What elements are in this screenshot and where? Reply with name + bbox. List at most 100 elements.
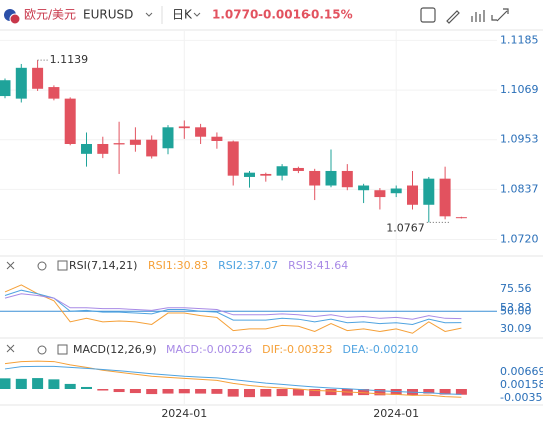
macd-bar xyxy=(162,389,174,394)
y-tick-label: 1.0837 xyxy=(500,182,539,195)
period[interactable]: 日K xyxy=(172,8,193,22)
candle-body xyxy=(97,143,109,154)
legend-entry: MACD:-0.00226 xyxy=(166,343,252,356)
price: 1.0770 xyxy=(212,8,258,22)
y-tick-label: 1.1069 xyxy=(500,83,539,96)
x-tick-label: 2024-01 xyxy=(373,407,419,420)
y-tick-label: 1.0720 xyxy=(500,232,539,245)
dropdown-icon[interactable] xyxy=(193,12,201,17)
close-icon[interactable] xyxy=(6,261,15,270)
change-pct: -0.15% xyxy=(306,8,353,22)
macd-bar xyxy=(374,389,386,396)
macd-bar xyxy=(455,389,467,395)
macd-bar xyxy=(113,389,125,393)
candle-body xyxy=(358,185,370,191)
y-tick-label: 0.00669 xyxy=(500,365,543,378)
macd-bar xyxy=(129,389,141,394)
indicator-button[interactable] xyxy=(420,7,436,23)
annotation: 1.0767 xyxy=(386,221,425,234)
candle-body xyxy=(374,190,386,198)
indicator-line xyxy=(4,289,462,325)
candle-body xyxy=(407,185,418,205)
dropdown-icon[interactable] xyxy=(145,12,153,17)
draw-button[interactable] xyxy=(446,10,460,24)
macd-bar xyxy=(48,379,60,389)
y-tick-label: 1.0953 xyxy=(500,133,539,146)
change: -0.0016 xyxy=(258,8,309,22)
separators xyxy=(0,255,543,406)
settings-icon[interactable] xyxy=(37,261,47,271)
expand-icon[interactable] xyxy=(57,260,68,271)
candle-body xyxy=(439,178,451,217)
macd-bar xyxy=(178,389,190,394)
fullscreen-button[interactable] xyxy=(491,8,509,22)
candle-body xyxy=(129,139,141,145)
candle-body xyxy=(390,188,402,194)
legend-entry: DIF:-0.00323 xyxy=(262,343,332,356)
candle-body xyxy=(341,170,353,188)
pair: 欧元/美元 xyxy=(24,8,76,22)
annotation: 1.1139 xyxy=(50,53,89,66)
macd-title: MACD(12,26,9) xyxy=(73,343,157,356)
rsi-title: RSI(7,14,21) xyxy=(69,259,137,272)
candle-body xyxy=(244,172,255,177)
y-tick-label: 50.00 xyxy=(500,304,532,317)
legend-entry: RSI1:30.83 xyxy=(148,259,208,272)
macd-bar xyxy=(211,389,223,394)
candle-body xyxy=(455,217,467,219)
bars-button[interactable] xyxy=(471,10,485,22)
candle-body xyxy=(48,87,60,99)
candle-body xyxy=(146,139,158,157)
candle-body xyxy=(0,80,11,97)
flag-icon xyxy=(9,13,21,25)
macd-bar xyxy=(97,389,109,391)
y-tick-label: 30.09 xyxy=(500,322,532,335)
settings-icon[interactable] xyxy=(37,345,47,355)
expand-icon[interactable] xyxy=(57,344,68,355)
macd-bar xyxy=(146,389,158,395)
candle-body xyxy=(64,98,76,144)
macd-bar xyxy=(358,389,370,396)
header: 欧元/美元 EURUSD 日K 1.0770 -0.0016 -0.15% xyxy=(0,6,543,31)
candle-body xyxy=(15,67,27,99)
macd-bar xyxy=(227,389,239,397)
macd-bar xyxy=(81,386,92,389)
y-tick-label: 75.56 xyxy=(500,282,532,295)
macd-bar xyxy=(276,389,288,397)
legend-entry: RSI3:41.64 xyxy=(288,259,348,272)
candle-body xyxy=(32,67,44,89)
indicator-line xyxy=(4,284,462,334)
candle-body xyxy=(195,127,207,137)
y-tick-label: 53.83 xyxy=(500,301,532,314)
candle-body xyxy=(113,143,125,145)
macd-bar xyxy=(423,389,435,394)
indicator-line xyxy=(4,365,462,395)
legend-entry: DEA:-0.00210 xyxy=(343,343,419,356)
macd-bar xyxy=(32,378,44,389)
candle-body xyxy=(178,126,190,129)
indicator-line xyxy=(4,360,462,398)
candle-body xyxy=(423,178,435,205)
candle-body xyxy=(292,167,304,171)
candle-body xyxy=(162,127,174,149)
y-tick-label: -0.00353 xyxy=(500,391,543,404)
legend-entry: RSI2:37.07 xyxy=(218,259,278,272)
candle-body xyxy=(276,166,288,176)
candle-body xyxy=(227,141,239,176)
macd-bar xyxy=(0,378,11,389)
macd-bar xyxy=(15,378,27,389)
candle-body xyxy=(211,136,223,141)
macd-bar xyxy=(244,389,255,398)
macd-bar xyxy=(260,389,272,397)
macd-bar xyxy=(195,389,207,394)
x-tick-label: 2024-01 xyxy=(161,407,207,420)
candle-body xyxy=(309,170,321,186)
macd-bar xyxy=(325,389,337,396)
close-icon[interactable] xyxy=(6,344,15,353)
symbol: EURUSD xyxy=(83,8,133,22)
candle-body xyxy=(325,170,337,186)
macd-bar xyxy=(64,383,76,389)
y-tick-label: 1.1185 xyxy=(500,33,539,46)
